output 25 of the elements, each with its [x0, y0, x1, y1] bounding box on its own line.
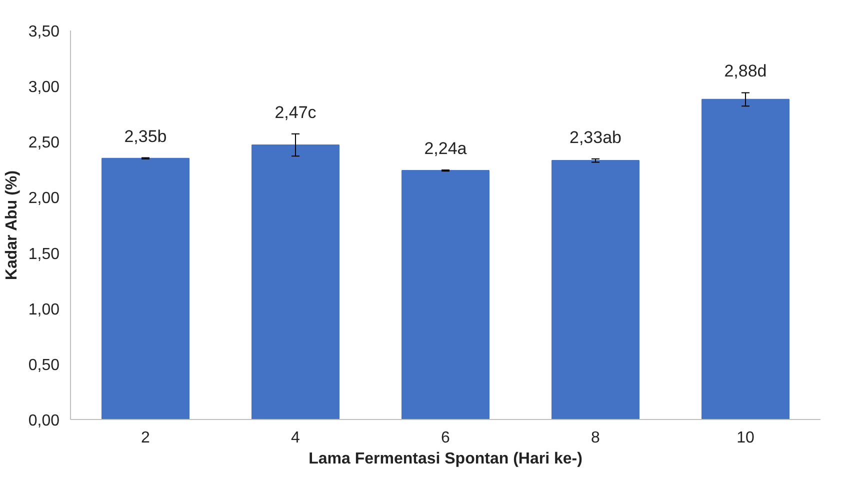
x-tick-label: 6 — [441, 430, 450, 446]
y-tick-label: 0,00 — [28, 412, 60, 430]
data-label: 2,33ab — [570, 128, 622, 147]
x-axis-title: Lama Fermentasi Spontan (Hari ke-) — [308, 450, 582, 468]
y-axis-title: Kadar Abu (%) — [3, 170, 20, 280]
y-tick-label: 1,00 — [28, 301, 60, 318]
data-label: 2,35b — [124, 126, 167, 146]
y-tick-label: 2,50 — [28, 134, 60, 152]
data-label: 2,47c — [274, 102, 317, 122]
bar — [402, 170, 490, 420]
x-tick-label: 2 — [141, 430, 150, 446]
x-tick-label: 4 — [291, 430, 300, 446]
y-tick-label: 3,00 — [28, 79, 60, 96]
x-tick-label: 10 — [736, 430, 754, 446]
data-label: 2,88d — [724, 62, 767, 81]
y-tick-label: 0,50 — [28, 356, 60, 374]
y-tick-label: 3,50 — [28, 24, 60, 40]
bar — [102, 158, 190, 420]
bar — [702, 98, 790, 420]
x-tick-label: 8 — [591, 430, 600, 446]
data-label: 2,24a — [424, 138, 468, 158]
y-tick-label: 2,00 — [28, 190, 60, 208]
y-tick-label: 1,50 — [28, 246, 60, 263]
bar — [252, 144, 340, 420]
bar — [552, 160, 640, 420]
